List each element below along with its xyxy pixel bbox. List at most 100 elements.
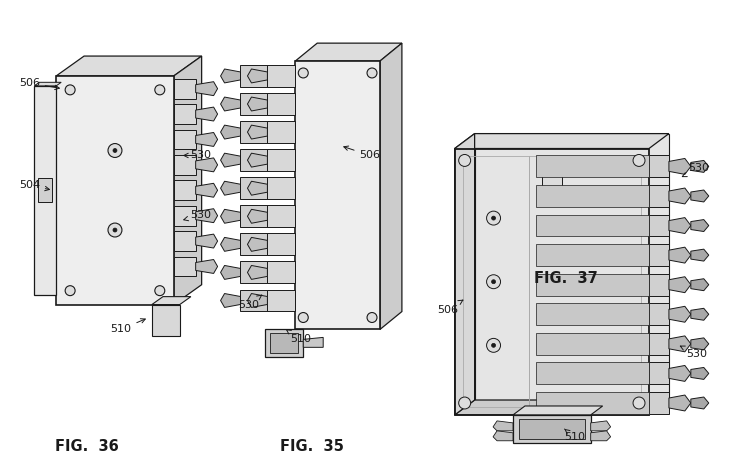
Polygon shape bbox=[296, 43, 402, 61]
Polygon shape bbox=[649, 333, 669, 355]
Polygon shape bbox=[241, 65, 268, 87]
Circle shape bbox=[491, 343, 496, 348]
Text: 530: 530 bbox=[682, 163, 709, 177]
Polygon shape bbox=[174, 129, 196, 150]
Bar bbox=[152, 304, 180, 336]
Polygon shape bbox=[241, 149, 268, 171]
Bar bbox=[38, 178, 53, 202]
Polygon shape bbox=[454, 134, 669, 149]
Polygon shape bbox=[174, 155, 196, 175]
Polygon shape bbox=[669, 395, 691, 411]
Polygon shape bbox=[591, 431, 610, 441]
Circle shape bbox=[108, 223, 122, 237]
Circle shape bbox=[633, 154, 645, 166]
Text: 510: 510 bbox=[110, 319, 146, 334]
Polygon shape bbox=[536, 392, 649, 414]
Polygon shape bbox=[536, 244, 649, 266]
Polygon shape bbox=[536, 274, 649, 295]
Circle shape bbox=[154, 286, 165, 295]
Circle shape bbox=[487, 211, 500, 225]
Polygon shape bbox=[649, 185, 669, 207]
Polygon shape bbox=[669, 365, 691, 381]
Circle shape bbox=[65, 85, 75, 95]
Text: FIG.  35: FIG. 35 bbox=[280, 439, 344, 454]
Polygon shape bbox=[220, 153, 241, 167]
Circle shape bbox=[491, 216, 496, 220]
Polygon shape bbox=[268, 234, 296, 255]
Polygon shape bbox=[56, 76, 174, 304]
Text: FIG.  36: FIG. 36 bbox=[56, 439, 119, 454]
Text: 530: 530 bbox=[184, 151, 211, 160]
Circle shape bbox=[113, 228, 117, 232]
Polygon shape bbox=[691, 219, 709, 232]
Text: 510: 510 bbox=[286, 330, 310, 344]
Polygon shape bbox=[536, 303, 649, 325]
Polygon shape bbox=[303, 337, 323, 348]
Polygon shape bbox=[241, 205, 268, 227]
Polygon shape bbox=[268, 93, 296, 115]
Polygon shape bbox=[475, 134, 669, 400]
Circle shape bbox=[367, 68, 377, 78]
Polygon shape bbox=[536, 155, 649, 177]
Text: FIG.  37: FIG. 37 bbox=[534, 271, 598, 286]
Polygon shape bbox=[454, 400, 669, 415]
Polygon shape bbox=[196, 183, 217, 197]
Text: 506: 506 bbox=[19, 78, 59, 90]
Polygon shape bbox=[268, 262, 296, 283]
Polygon shape bbox=[268, 205, 296, 227]
Polygon shape bbox=[536, 215, 649, 236]
Polygon shape bbox=[649, 155, 669, 177]
Bar bbox=[266, 329, 303, 357]
Polygon shape bbox=[174, 56, 202, 304]
Polygon shape bbox=[268, 289, 296, 311]
Polygon shape bbox=[174, 257, 196, 276]
Polygon shape bbox=[380, 43, 402, 329]
Polygon shape bbox=[196, 107, 217, 121]
Polygon shape bbox=[669, 277, 691, 293]
Polygon shape bbox=[691, 338, 709, 350]
Polygon shape bbox=[248, 209, 268, 223]
Circle shape bbox=[487, 338, 500, 352]
Bar bbox=[463, 157, 641, 407]
Polygon shape bbox=[493, 421, 513, 431]
Circle shape bbox=[154, 85, 165, 95]
Polygon shape bbox=[152, 296, 191, 304]
Polygon shape bbox=[196, 234, 217, 248]
Polygon shape bbox=[669, 218, 691, 234]
Polygon shape bbox=[241, 121, 268, 143]
Text: 530: 530 bbox=[238, 295, 262, 310]
Polygon shape bbox=[220, 181, 241, 195]
Polygon shape bbox=[669, 336, 691, 352]
Text: 506: 506 bbox=[437, 300, 463, 315]
Polygon shape bbox=[691, 160, 709, 173]
Polygon shape bbox=[196, 82, 217, 96]
Polygon shape bbox=[220, 125, 241, 139]
Bar bbox=[513, 415, 591, 443]
Polygon shape bbox=[691, 249, 709, 261]
Text: 504: 504 bbox=[19, 180, 50, 191]
Polygon shape bbox=[268, 177, 296, 199]
Circle shape bbox=[298, 312, 308, 323]
Polygon shape bbox=[34, 86, 56, 295]
Polygon shape bbox=[268, 121, 296, 143]
Polygon shape bbox=[649, 215, 669, 236]
Text: 510: 510 bbox=[564, 429, 585, 442]
Polygon shape bbox=[196, 259, 217, 273]
Polygon shape bbox=[241, 289, 268, 311]
Polygon shape bbox=[220, 237, 241, 251]
Polygon shape bbox=[241, 262, 268, 283]
Polygon shape bbox=[248, 265, 268, 280]
Polygon shape bbox=[220, 209, 241, 223]
Polygon shape bbox=[513, 406, 603, 415]
Polygon shape bbox=[536, 363, 649, 385]
Polygon shape bbox=[591, 421, 610, 431]
Circle shape bbox=[633, 397, 645, 409]
Circle shape bbox=[459, 397, 471, 409]
Polygon shape bbox=[248, 69, 268, 83]
Text: 530: 530 bbox=[680, 346, 707, 359]
Circle shape bbox=[459, 154, 471, 166]
Polygon shape bbox=[691, 367, 709, 379]
Polygon shape bbox=[241, 234, 268, 255]
Polygon shape bbox=[268, 65, 296, 87]
Polygon shape bbox=[174, 104, 196, 124]
